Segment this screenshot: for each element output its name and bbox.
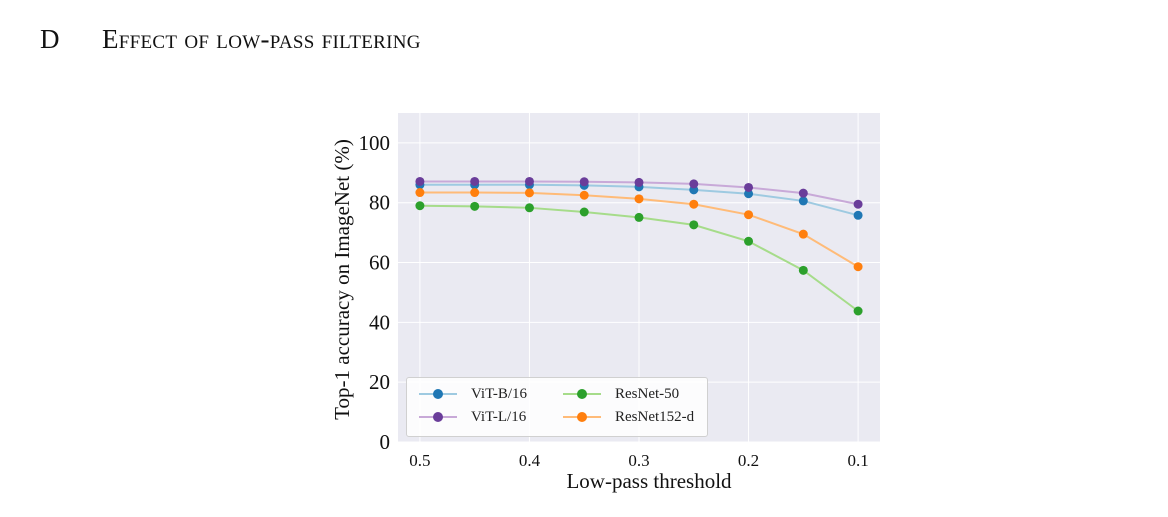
legend-label: ViT-B/16: [471, 385, 528, 402]
data-point-s3-1: [470, 188, 480, 198]
y-axis-label: Top-1 accuracy on ImageNet (%): [330, 139, 354, 420]
data-point-s0-7: [798, 196, 808, 206]
y-tick-label: 60: [369, 251, 390, 275]
legend-label: ResNet-50: [615, 385, 680, 402]
legend-label: ResNet152-d: [615, 408, 695, 425]
data-point-s1-1: [470, 176, 480, 186]
data-point-s1-6: [744, 182, 754, 192]
data-point-s3-4: [634, 194, 644, 204]
x-tick-label: 0.5: [409, 451, 430, 470]
data-point-s2-3: [579, 207, 589, 217]
legend-item-vit-b16: ViT-B/16: [419, 383, 527, 405]
data-point-s3-8: [853, 262, 863, 272]
data-point-s3-0: [415, 188, 425, 198]
data-point-s2-8: [853, 306, 863, 316]
data-point-s1-4: [634, 177, 644, 187]
y-tick-label: 20: [369, 370, 390, 394]
legend-item-resnet-50: ResNet-50: [563, 383, 679, 405]
data-point-s3-7: [798, 229, 808, 239]
chart-legend: ViT-B/16 ViT-L/16 ResNet-50 ResNet152-d: [406, 377, 708, 437]
x-tick-label: 0.2: [738, 451, 759, 470]
x-axis-label: Low-pass threshold: [566, 469, 732, 493]
legend-item-vit-l16: ViT-L/16: [419, 406, 526, 428]
data-point-s2-6: [744, 236, 754, 246]
legend-swatch: [419, 410, 457, 424]
section-number: D: [40, 24, 60, 54]
data-point-s2-0: [415, 201, 425, 211]
section-heading: D Effect of low-pass filtering: [40, 24, 421, 55]
legend-item-resnet152-d: ResNet152-d: [563, 406, 694, 428]
data-point-s1-2: [524, 176, 534, 186]
data-point-s3-2: [524, 188, 534, 198]
data-point-s2-1: [470, 201, 480, 211]
section-title: Effect of low-pass filtering: [102, 24, 421, 54]
data-point-s1-8: [853, 199, 863, 209]
data-point-s3-6: [744, 210, 754, 220]
legend-label: ViT-L/16: [471, 408, 527, 425]
legend-swatch: [563, 387, 601, 401]
data-point-s2-2: [524, 203, 534, 213]
x-tick-label: 0.3: [628, 451, 649, 470]
data-point-s0-6: [744, 189, 754, 199]
y-tick-label: 40: [369, 310, 390, 334]
legend-swatch: [563, 410, 601, 424]
legend-swatch: [419, 387, 457, 401]
data-point-s1-5: [689, 179, 699, 189]
data-point-s1-0: [415, 176, 425, 186]
y-tick-label: 100: [359, 131, 391, 155]
data-point-s3-5: [689, 199, 699, 209]
data-point-s2-4: [634, 212, 644, 222]
x-tick-label: 0.1: [847, 451, 868, 470]
y-tick-label: 80: [369, 191, 390, 215]
data-point-s0-8: [853, 210, 863, 220]
data-point-s2-7: [798, 265, 808, 275]
x-tick-label: 0.4: [519, 451, 541, 470]
data-point-s3-3: [579, 190, 589, 200]
data-point-s1-3: [579, 177, 589, 187]
data-point-s1-7: [798, 188, 808, 198]
data-point-s2-5: [689, 220, 699, 230]
y-tick-label: 0: [380, 430, 391, 454]
